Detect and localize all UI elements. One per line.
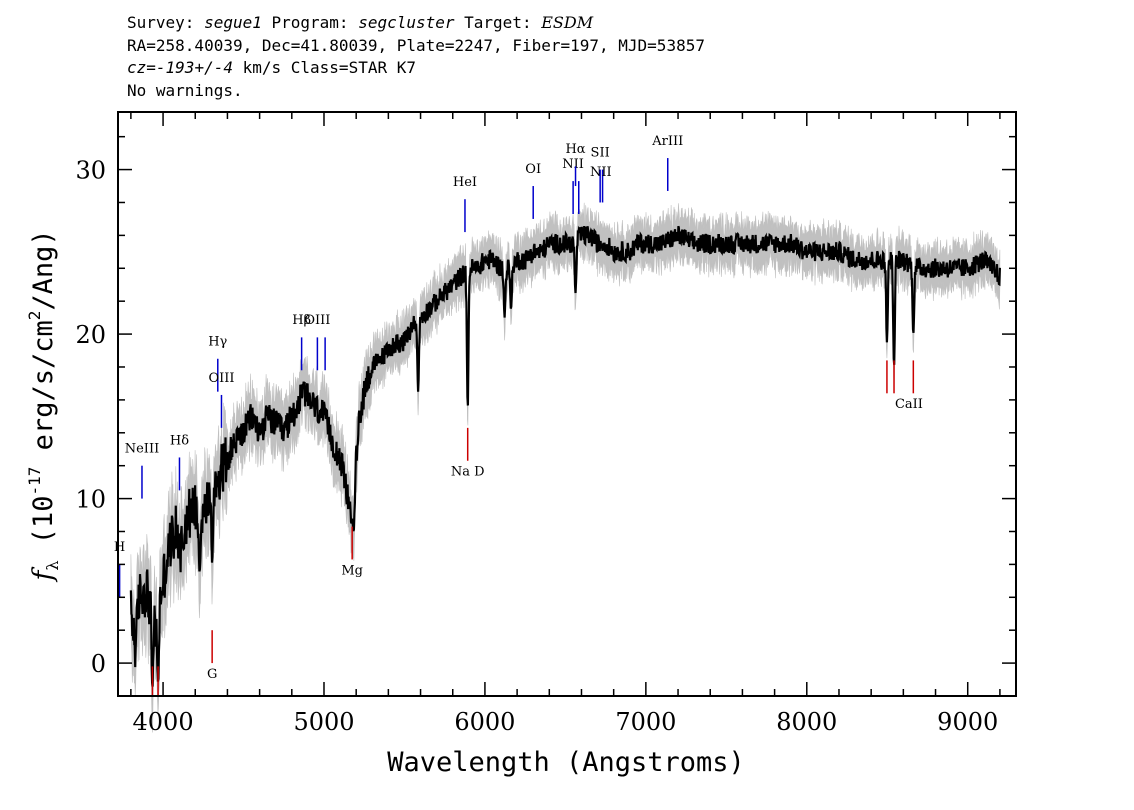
header-redshift-line: cz=-193+/-4 km/s Class=STAR K7 xyxy=(127,57,705,80)
emission-line-label: HeI xyxy=(453,175,477,190)
emission-line-label: Hγ xyxy=(208,335,227,350)
y-tick-label: 30 xyxy=(75,157,106,185)
plot-frame xyxy=(117,111,1017,697)
header-warnings-line: No warnings. xyxy=(127,80,243,100)
error-band xyxy=(130,202,1001,733)
emission-line-label: OIII xyxy=(304,313,330,328)
emission-line-label: OIII xyxy=(208,371,234,386)
survey-label: Survey: xyxy=(127,13,205,32)
x-tick-label: 9000 xyxy=(937,708,998,736)
absorption-line-label: Na D xyxy=(451,465,485,480)
absorption-line-label: Mg xyxy=(341,563,363,578)
header-survey-line: Survey: segue1 Program: segcluster Targe… xyxy=(127,12,705,35)
flux-line-group xyxy=(129,225,1001,687)
absorption-line-label: G xyxy=(207,667,217,682)
y-axis-title: fλ (10-17 erg/s/cm2/Ang) xyxy=(25,229,62,582)
emission-line-label: Hα xyxy=(565,142,585,157)
survey-value: segue1 xyxy=(204,13,262,32)
class-text: km/s Class=STAR K7 xyxy=(232,58,416,77)
header-coordinates-line: RA=258.40039, Dec=41.80039, Plate=2247, … xyxy=(127,35,705,55)
target-value: ESDM xyxy=(541,13,594,32)
x-tick-label: 8000 xyxy=(776,708,837,736)
flux-series-line xyxy=(129,225,1001,687)
emission-line-label: NeIII xyxy=(125,442,159,457)
y-tick-label: 10 xyxy=(75,486,106,514)
emission-line-label: Hβ xyxy=(292,313,311,328)
y-tick-label: 20 xyxy=(75,321,106,349)
x-tick-label: 4000 xyxy=(133,708,194,736)
error-band-area xyxy=(130,202,1001,733)
target-label: Target: xyxy=(454,13,542,32)
emission-line-label: Hδ xyxy=(170,433,189,448)
program-value: segcluster xyxy=(358,13,455,32)
emission-line-label: NII xyxy=(590,165,612,180)
x-tick-label: 6000 xyxy=(454,708,515,736)
program-label: Program: xyxy=(261,13,359,32)
emission-line-label: H xyxy=(114,540,125,555)
emission-line-label: NII xyxy=(562,157,584,172)
cz-value: -193+/-4 xyxy=(155,58,233,77)
x-tick-label: 5000 xyxy=(293,708,354,736)
emission-line-label: ArIII xyxy=(651,134,683,149)
cz-label: cz= xyxy=(127,58,156,77)
axes: 4000 5000 6000 7000 8000 9000 0 10 20 30 xyxy=(75,111,1017,736)
absorption-line-label: CaII xyxy=(895,397,923,412)
x-tick-label: 7000 xyxy=(615,708,676,736)
y-tick-label: 0 xyxy=(91,650,106,678)
emission-line-label: OI xyxy=(525,162,541,177)
x-axis-title: Wavelength (Angstroms) xyxy=(387,747,745,778)
emission-line-label: SII xyxy=(591,145,610,160)
spectrum-header: Survey: segue1 Program: segcluster Targe… xyxy=(127,12,705,102)
